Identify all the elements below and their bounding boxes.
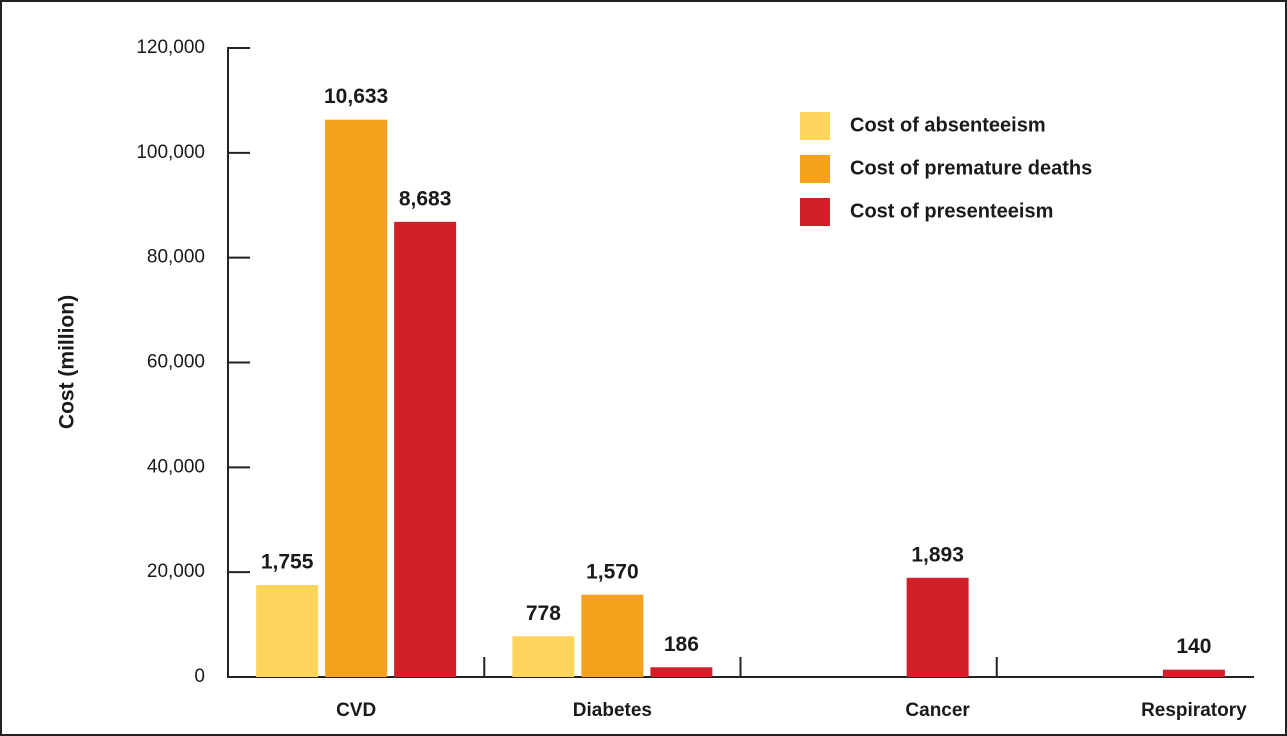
legend-label: Cost of absenteeism bbox=[850, 114, 1046, 136]
y-tick-label: 0 bbox=[194, 666, 205, 687]
legend-label: Cost of premature deaths bbox=[850, 157, 1092, 179]
bar bbox=[650, 667, 713, 677]
y-axis-label: Cost (million) bbox=[56, 295, 79, 429]
bar bbox=[581, 594, 644, 677]
bar bbox=[1162, 669, 1225, 677]
data-label: 1,755 bbox=[261, 551, 314, 574]
x-tick-label: Respiratory bbox=[1141, 700, 1247, 721]
legend-swatch bbox=[800, 112, 830, 140]
legend-swatch bbox=[800, 198, 830, 226]
bar bbox=[394, 221, 457, 677]
bar bbox=[512, 636, 575, 677]
bar bbox=[906, 577, 969, 677]
legend-label: Cost of presenteeism bbox=[850, 200, 1053, 222]
data-label: 778 bbox=[526, 602, 561, 625]
x-tick-label: Diabetes bbox=[573, 700, 652, 721]
y-tick-label: 60,000 bbox=[147, 352, 205, 373]
bar bbox=[325, 119, 388, 678]
bar bbox=[256, 585, 319, 677]
data-label: 8,683 bbox=[399, 187, 452, 210]
y-tick-label: 120,000 bbox=[136, 37, 205, 58]
y-tick-label: 40,000 bbox=[147, 456, 205, 477]
y-tick-label: 20,000 bbox=[147, 561, 205, 582]
data-label: 1,893 bbox=[911, 543, 964, 566]
data-label: 10,633 bbox=[324, 85, 388, 108]
y-tick-label: 100,000 bbox=[136, 142, 205, 163]
legend-swatch bbox=[800, 155, 830, 183]
y-tick-label: 80,000 bbox=[147, 247, 205, 268]
data-label: 1,570 bbox=[586, 560, 639, 583]
x-tick-label: Cancer bbox=[905, 700, 970, 721]
data-label: 140 bbox=[1176, 635, 1211, 658]
data-label: 186 bbox=[664, 633, 699, 656]
x-tick-label: CVD bbox=[336, 700, 376, 721]
